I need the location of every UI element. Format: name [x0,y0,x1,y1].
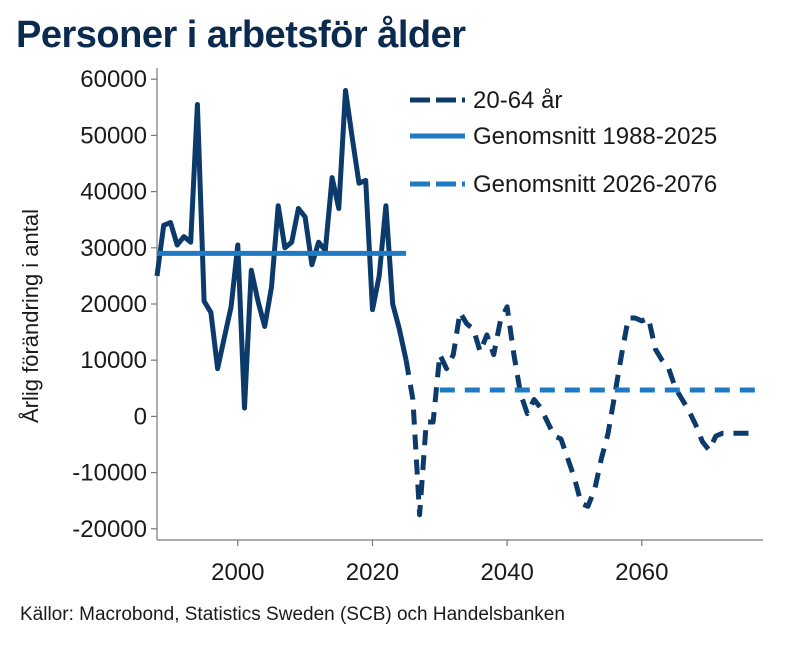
legend-label-1: Genomsnitt 1988-2025 [473,123,717,150]
y-tick-label: 20000 [80,291,147,318]
legend-label-0: 20-64 år [473,87,562,114]
chart-title: Personer i arbetsför ålder [16,14,466,56]
y-tick-label: 40000 [80,179,147,206]
y-axis: 60000 50000 40000 30000 20000 10000 0 -10000 -20… [72,66,158,543]
y-tick-label: -20000 [72,516,147,543]
y-tick-label: 50000 [80,122,147,149]
series-line-0 [154,88,409,411]
legend: 20-64 år Genomsnitt 1988-2025 Genomsnitt 2… [410,87,717,198]
y-tick-label: 60000 [80,66,147,93]
y-tick-label: 0 [134,403,147,430]
line-chart: 60000 50000 40000 30000 20000 10000 0 -10000 -20… [18,66,763,586]
x-tick-label: 2020 [346,559,399,586]
series-line-1 [403,304,757,518]
y-axis-title: Årlig förändring i antal [18,209,43,423]
y-tick-label: 10000 [80,347,147,374]
source-note: Källor: Macrobond, Statistics Sweden (SC… [20,604,565,625]
x-tick-label: 2040 [480,559,533,586]
x-tick-label: 2000 [211,559,264,586]
x-tick-label: 2060 [615,559,668,586]
x-axis: 2000 2020 2040 2060 [157,539,763,586]
series-group [154,88,757,518]
legend-label-2: Genomsnitt 2026-2076 [473,171,717,198]
y-tick-label: 30000 [80,235,147,262]
y-tick-label: -10000 [72,460,147,487]
